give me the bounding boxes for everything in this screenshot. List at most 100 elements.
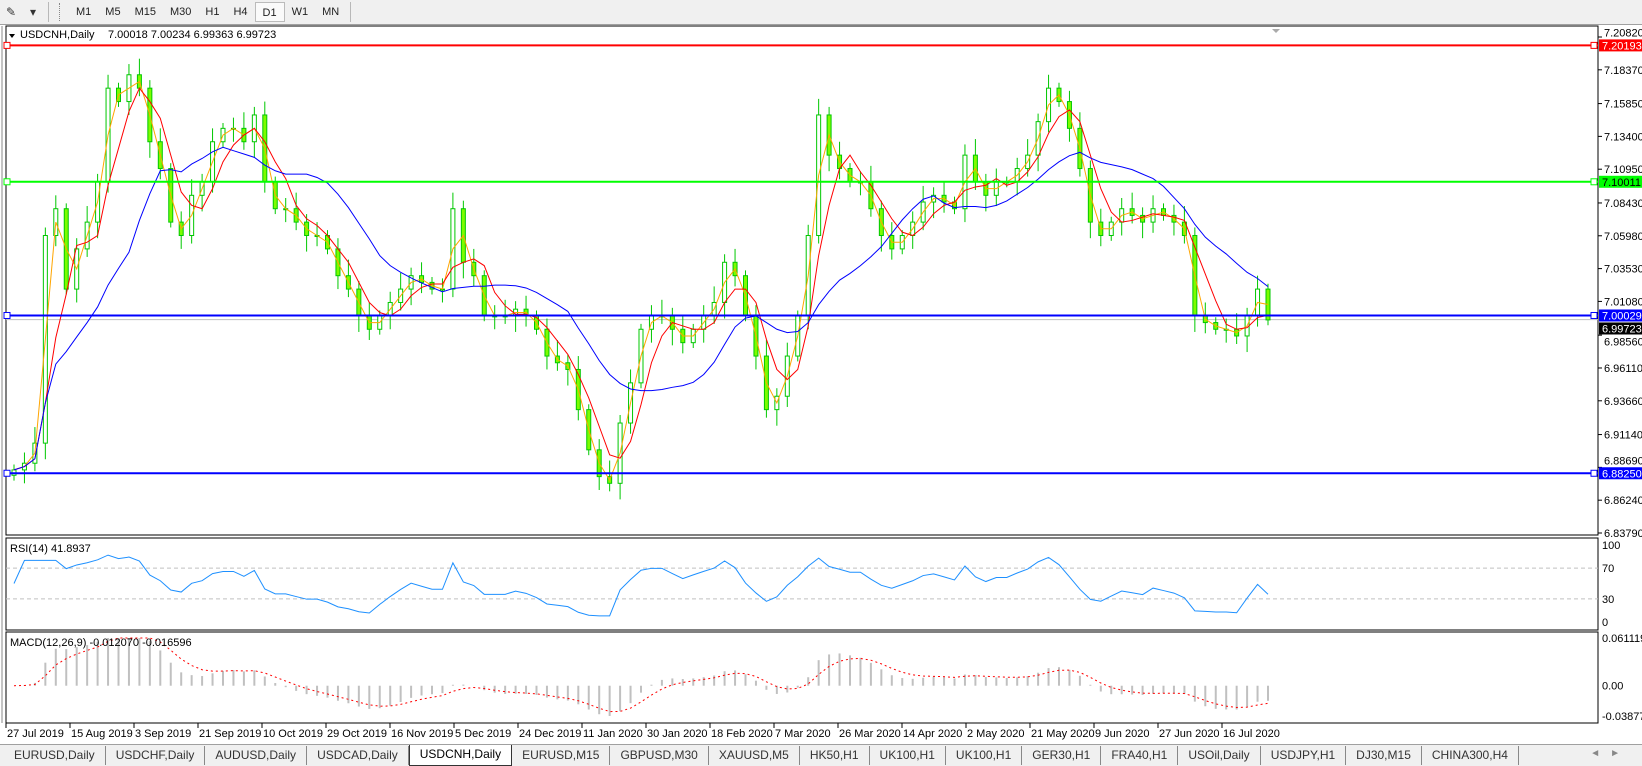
timeframe-h1-button[interactable]: H1: [205, 6, 220, 18]
timeframe-d1-button[interactable]: D1: [254, 2, 285, 22]
tab-scroll-arrows[interactable]: ◄►: [1590, 748, 1630, 759]
date-tick-label: 2 May 2020: [967, 728, 1024, 740]
chart-tab[interactable]: EURUSD,Daily: [4, 746, 106, 765]
price-tick-label: 6.88690: [1604, 455, 1642, 467]
price-tick-label: 7.05980: [1604, 231, 1642, 243]
price-badge: [1599, 39, 1642, 52]
price-tick-label: 6.98560: [1604, 336, 1642, 348]
chart-tab[interactable]: USDJPY,H1: [1261, 746, 1347, 765]
bid-price-label: 6.99723: [1602, 323, 1642, 335]
rsi-tick-label: 100: [1602, 540, 1620, 552]
macd-tick-label: -0.038777: [1602, 711, 1642, 723]
line-handle-icon: [1590, 469, 1598, 477]
date-tick-label: 10 Oct 2019: [263, 728, 323, 740]
rsi-tick-label: 0: [1602, 617, 1608, 629]
price-badge-label: 7.10011: [1602, 177, 1641, 189]
chart-tab[interactable]: CHINA300,H4: [1422, 746, 1519, 765]
line-handle-icon: [1590, 311, 1598, 319]
line-handle-icon: [1590, 178, 1598, 186]
line-handle-icon: [1590, 41, 1598, 49]
chart-tab[interactable]: FRA40,H1: [1101, 746, 1179, 765]
dropdown-arrow-icon[interactable]: ▾: [29, 5, 37, 19]
date-tick-label: 27 Jul 2019: [7, 728, 64, 740]
chart-tab[interactable]: UK100,H1: [946, 746, 1023, 765]
main-chart-panel: [5, 25, 1599, 536]
date-tick-label: 26 Mar 2020: [839, 728, 901, 740]
chart-tab[interactable]: GBPUSD,M30: [610, 746, 709, 765]
chart-tab[interactable]: XAUUSD,M5: [709, 746, 800, 765]
scroll-right-icon[interactable]: ►: [1610, 748, 1630, 759]
price-tick-label: 7.18370: [1604, 65, 1642, 77]
macd-tick-label: 0.061119: [1602, 633, 1642, 645]
chart-tab[interactable]: USDCHF,Daily: [106, 746, 206, 765]
toolbar-grip[interactable]: [59, 3, 63, 21]
toolbar-divider: [350, 2, 352, 22]
price-tick-label: 6.86240: [1604, 495, 1642, 507]
price-badge-label: 7.20193: [1602, 40, 1642, 52]
price-tick-label: 7.08430: [1604, 198, 1642, 210]
price-badge: [1599, 467, 1642, 480]
ohlc-header: 7.00018 7.00234 6.99363 6.99723: [108, 29, 276, 41]
line-handle-icon: [3, 41, 11, 49]
chart-tabs-bar: EURUSD,Daily USDCHF,Daily AUDUSD,Daily USDC…: [0, 744, 1642, 766]
price-tick-label: 7.13400: [1604, 131, 1642, 143]
chart-tab[interactable]: USDCNH,Daily: [408, 745, 513, 766]
symbol-header: USDCNH,Daily: [20, 29, 95, 41]
price-badge-label: 7.00029: [1602, 310, 1642, 322]
chart-tab[interactable]: USOil,Daily: [1178, 746, 1261, 765]
date-tick-label: 24 Dec 2019: [519, 728, 581, 740]
date-tick-label: 16 Nov 2019: [391, 728, 453, 740]
price-badge-label: 6.88250: [1602, 468, 1642, 480]
chart-tab[interactable]: USDCAD,Daily: [307, 746, 409, 765]
price-tick-label: 7.03530: [1604, 264, 1642, 276]
price-tick-label: 7.20820: [1604, 27, 1642, 39]
ma-fast-line: [13, 80, 1269, 482]
chart-tab[interactable]: GER30,H1: [1022, 746, 1102, 765]
timeframe-w1-button[interactable]: W1: [291, 6, 309, 18]
price-tick-label: 6.83790: [1604, 528, 1642, 540]
date-tick-label: 9 Jun 2020: [1095, 728, 1149, 740]
price-badge: [1599, 309, 1642, 322]
chart-tab[interactable]: AUDUSD,Daily: [205, 746, 308, 765]
chart-window[interactable]: 7.20820 7.18370 7.15850 7.13400 7.10950 7.084…: [0, 25, 1642, 745]
macd-tick-label: 0.00: [1602, 681, 1623, 693]
date-tick-label: 14 Apr 2020: [903, 728, 962, 740]
price-tick-label: 7.01080: [1604, 296, 1642, 308]
date-tick-label: 5 Dec 2019: [455, 728, 511, 740]
rsi-label: RSI(14) 41.8937: [10, 543, 91, 555]
line-tools-icon[interactable]: ✎: [5, 5, 17, 19]
chart-tab[interactable]: UK100,H1: [870, 746, 946, 765]
date-tick-label: 15 Aug 2019: [71, 728, 133, 740]
price-tick-label: 6.96110: [1604, 363, 1642, 375]
timeframe-mn-button[interactable]: MN: [322, 6, 340, 18]
price-tick-label: 7.15850: [1604, 99, 1642, 111]
price-tick-label: 6.91140: [1604, 430, 1642, 442]
timeframe-m30-button[interactable]: M30: [169, 6, 192, 18]
line-handle-icon: [3, 469, 11, 477]
scroll-left-icon[interactable]: ◄: [1590, 748, 1611, 759]
macd-histogram: [23, 638, 1269, 716]
ma-mid-line: [13, 87, 1269, 471]
timeframe-m1-button[interactable]: M1: [76, 6, 92, 18]
macd-label: MACD(12,26,9) -0.012070 -0.016596: [10, 637, 192, 649]
timeframe-h4-button[interactable]: H4: [233, 6, 248, 18]
chart-tab[interactable]: HK50,H1: [800, 746, 870, 765]
date-tick-label: 11 Jan 2020: [583, 728, 643, 740]
rsi-line: [13, 554, 1269, 617]
bid-price-badge: [1599, 322, 1642, 335]
date-tick-label: 3 Sep 2019: [135, 728, 191, 740]
chart-tab[interactable]: DJ30,M15: [1346, 746, 1422, 765]
date-tick-label: 16 Jul 2020: [1223, 728, 1280, 740]
price-tick-label: 6.93660: [1604, 396, 1642, 408]
chart-tab[interactable]: EURUSD,M15: [512, 746, 611, 765]
toolbar-divider: [48, 2, 49, 22]
date-tick-label: 21 Sep 2019: [199, 728, 261, 740]
rsi-tick-label: 70: [1602, 563, 1614, 575]
timeframe-list: M1 M5 M15 M30 H1 H4 D1 W1 MN: [69, 2, 346, 22]
timeframe-m15-button[interactable]: M15: [134, 6, 156, 18]
date-tick-label: 29 Oct 2019: [327, 728, 387, 740]
timeframe-m5-button[interactable]: M5: [105, 6, 121, 18]
chart-shift-marker-icon: [1272, 29, 1280, 33]
collapse-triangle-icon: [9, 34, 15, 38]
macd-panel: [5, 631, 1599, 724]
